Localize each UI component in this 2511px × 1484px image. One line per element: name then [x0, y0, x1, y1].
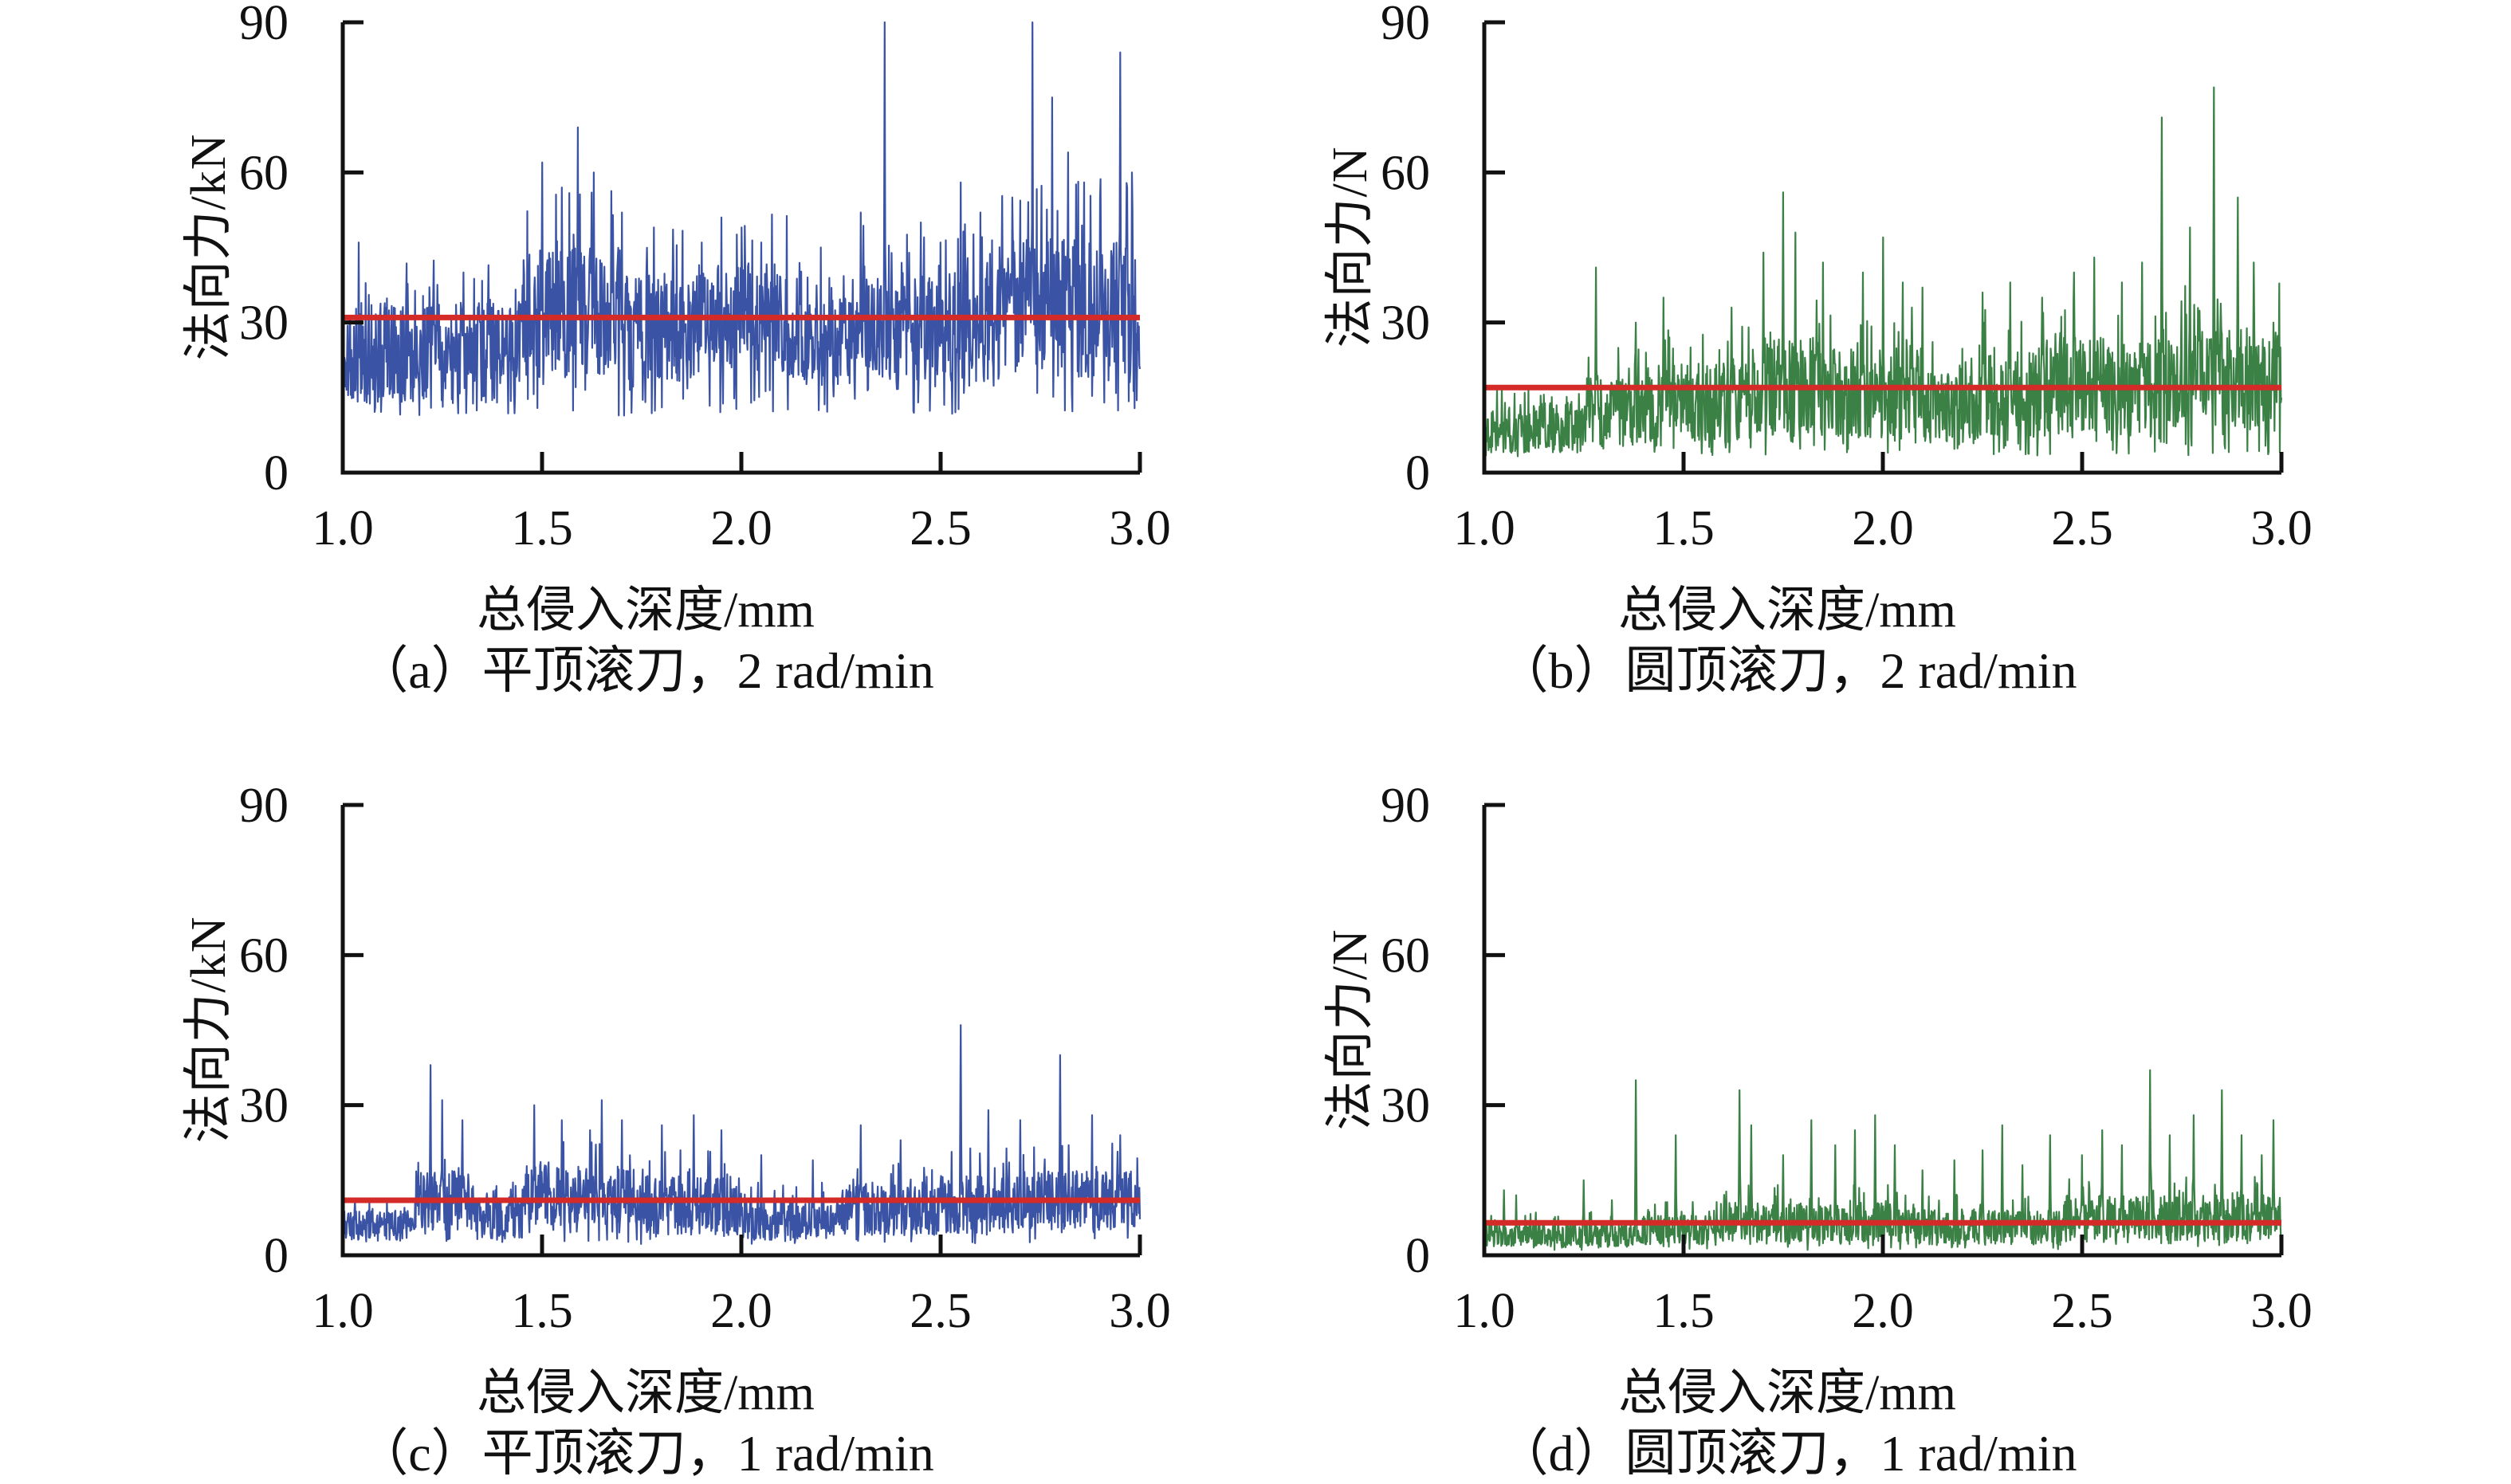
- y-axis-title-b: 法向力/N: [1323, 146, 1377, 348]
- x-tick-label: 2.5: [910, 501, 972, 556]
- y-tick-label: 30: [1381, 296, 1430, 351]
- x-tick-label: 1.0: [312, 501, 374, 556]
- x-tick-label: 1.5: [1652, 1284, 1715, 1338]
- chart-a: 0 30 60 90 1.0 1.5 2.0 2.5 3.0 法向力/kN 总侵入深度/mm （…: [159, 0, 1299, 701]
- signal-trace: [341, 1024, 1142, 1245]
- y-tick-label: 90: [239, 0, 289, 50]
- x-tick-label: 2.5: [910, 1284, 972, 1338]
- x-tick-label: 2.5: [2051, 501, 2113, 556]
- x-tick-label: 1.0: [1453, 501, 1515, 556]
- x-tick-label: 2.0: [710, 1284, 772, 1338]
- x-tick-label: 2.0: [1852, 501, 1914, 556]
- x-tick-label: 2.0: [1852, 1284, 1914, 1338]
- y-axis-title-a: 法向力/kN: [182, 133, 236, 361]
- y-tick-label: 60: [1381, 928, 1430, 983]
- y-tick-label: 0: [264, 446, 289, 501]
- y-tick-label: 0: [1405, 446, 1430, 501]
- y-axis-title-d: 法向力/N: [1323, 928, 1377, 1131]
- y-tick-label: 0: [1405, 1229, 1430, 1283]
- y-tick-label: 30: [1381, 1079, 1430, 1133]
- y-tick-label: 90: [1381, 0, 1430, 50]
- y-axis-title-c: 法向力/kN: [182, 916, 236, 1144]
- plot-area-c: 0 30 60 90 1.0 1.5 2.0 2.5 3.0: [239, 783, 1171, 1338]
- x-tick-label: 3.0: [2250, 501, 2313, 556]
- plot-area-d: 0 30 60 90 1.0 1.5 2.0 2.5 3.0: [1381, 783, 2313, 1338]
- y-tick-label: 30: [239, 296, 289, 351]
- y-tick-label: 0: [264, 1229, 289, 1283]
- axes: [1482, 805, 2281, 1258]
- x-axis-title-d: 总侵入深度/mm: [1618, 1366, 1956, 1420]
- plot-area-b: 0 30 60 90 1.0 1.5 2.0 2.5 3.0: [1381, 0, 2313, 556]
- y-tick-label: 90: [1381, 783, 1430, 833]
- y-tick-label: 60: [239, 928, 289, 983]
- chart-c: 0 30 60 90 1.0 1.5 2.0 2.5 3.0 法向力/kN 总侵入深度/mm （…: [159, 783, 1299, 1484]
- chart-b: 0 30 60 90 1.0 1.5 2.0 2.5 3.0 法向力/N 总侵入深度/mm （b…: [1301, 0, 2441, 701]
- x-tick-label: 1.5: [1652, 501, 1715, 556]
- caption-b: （b）圆顶滚刀，2 rad/min: [1497, 642, 2077, 699]
- x-tick-label: 1.5: [511, 1284, 573, 1338]
- x-tick-label: 3.0: [1109, 1284, 1171, 1338]
- signal-trace: [1483, 86, 2283, 457]
- plot-area-a: 0 30 60 90 1.0 1.5 2.0 2.5 3.0: [239, 0, 1171, 556]
- x-axis-title-b: 总侵入深度/mm: [1618, 583, 1956, 638]
- x-tick-label: 2.5: [2051, 1284, 2113, 1338]
- y-tick-label: 30: [239, 1079, 289, 1133]
- x-tick-label: 3.0: [2250, 1284, 2313, 1338]
- y-tick-label: 60: [1381, 146, 1430, 200]
- x-tick-label: 3.0: [1109, 501, 1171, 556]
- y-tick-label: 60: [239, 146, 289, 200]
- caption-d: （d）圆顶滚刀，1 rad/min: [1497, 1425, 2077, 1482]
- x-axis-title-c: 总侵入深度/mm: [477, 1366, 815, 1420]
- x-tick-label: 1.5: [511, 501, 573, 556]
- x-tick-label: 1.0: [312, 1284, 374, 1338]
- x-axis-title-a: 总侵入深度/mm: [477, 583, 815, 638]
- caption-c: （c）平顶滚刀，1 rad/min: [357, 1425, 934, 1482]
- signal-trace: [341, 21, 1142, 417]
- y-tick-label: 90: [239, 783, 289, 833]
- caption-a: （a）平顶滚刀，2 rad/min: [357, 642, 934, 699]
- x-tick-label: 1.0: [1453, 1284, 1515, 1338]
- chart-d: 0 30 60 90 1.0 1.5 2.0 2.5 3.0 法向力/N 总侵入深度/mm （d…: [1301, 783, 2441, 1484]
- x-tick-label: 2.0: [710, 501, 772, 556]
